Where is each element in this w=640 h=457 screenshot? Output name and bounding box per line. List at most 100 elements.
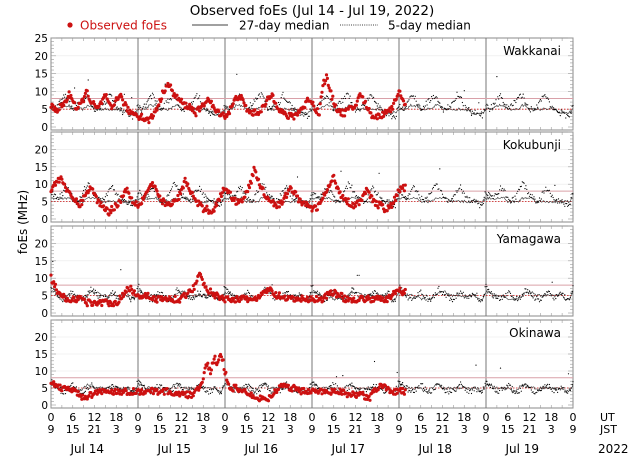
median-5day-point [114, 193, 116, 195]
median-5day-point [157, 291, 159, 293]
median-5day-point [330, 101, 332, 103]
median-5day-point [457, 190, 459, 192]
observed-point [368, 296, 372, 300]
median-5day-point [433, 184, 435, 186]
median-5day-point [198, 97, 200, 99]
median-5day-point [493, 195, 495, 197]
observed-point [97, 104, 101, 108]
observed-point [311, 100, 315, 104]
median-5day-point [317, 103, 319, 105]
median-5day-point [491, 387, 493, 389]
median-5day-point [531, 391, 533, 393]
observed-point [353, 204, 358, 208]
median-5day-point [441, 384, 443, 386]
median-5day-point [354, 196, 357, 198]
median-5day-point [161, 292, 164, 294]
median-5day-point [373, 290, 376, 292]
median-5day-point [432, 94, 434, 97]
median-5day-point [421, 293, 423, 295]
median-5day-point [110, 94, 112, 96]
median-5day-point [85, 187, 87, 189]
median-5day-point [337, 199, 339, 201]
median-5day-point [81, 196, 83, 198]
median-5day-point [241, 187, 243, 189]
median-5day-point [298, 292, 300, 294]
median-5day-point [376, 194, 378, 196]
observed-point [53, 183, 58, 187]
median-5day-point [422, 105, 425, 107]
median-5day-point [415, 390, 417, 392]
median-5day-point [424, 197, 426, 199]
median-5day-point [244, 292, 246, 294]
median-27day-line [50, 103, 574, 115]
median-5day-point [356, 107, 358, 109]
median-5day-point [123, 199, 125, 201]
median-5day-point [516, 296, 518, 298]
observed-point [403, 287, 407, 292]
median-5day-point [408, 99, 410, 101]
median-5day-point [202, 385, 204, 387]
median-5day-point [271, 106, 273, 108]
observed-point [289, 186, 293, 190]
median-5day-point [206, 197, 208, 199]
median-5day-point [394, 118, 396, 120]
median-5day-point [553, 199, 555, 201]
median-5day-point [491, 195, 493, 197]
median-5day-point [141, 387, 144, 389]
median-5day-point [473, 390, 475, 392]
median-5day-point [408, 297, 410, 299]
median-5day-point [543, 192, 545, 194]
median-5day-point [72, 290, 74, 293]
median-5day-point [100, 107, 102, 109]
median-5day-point [409, 296, 411, 298]
median-5day-point [109, 294, 111, 296]
median-5day-point [142, 385, 144, 387]
median-5day-point [321, 99, 323, 101]
observed-point [185, 390, 189, 394]
median-5day-point [423, 297, 425, 299]
median-5day-point [463, 90, 465, 92]
median-5day-point [501, 97, 503, 99]
median-5day-point [329, 190, 331, 192]
x-jst-tick-label: 3 [548, 423, 555, 436]
median-5day-point [529, 387, 532, 389]
observed-point [146, 291, 150, 295]
median-5day-point [538, 298, 540, 300]
median-5day-point [567, 392, 569, 394]
median-5day-point [451, 101, 454, 103]
median-5day-point [490, 195, 492, 197]
observed-point [57, 108, 61, 112]
median-5day-point [426, 104, 428, 106]
median-5day-point [202, 293, 204, 295]
median-5day-point [309, 383, 311, 385]
median-5day-point [122, 200, 125, 202]
median-5day-point [57, 296, 59, 298]
median-5day-point [287, 101, 289, 103]
median-5day-point [456, 91, 458, 93]
median-5day-point [247, 198, 249, 200]
median-5day-point [252, 103, 254, 105]
x-ut-tick-label: 12 [88, 411, 102, 424]
median-5day-point [464, 196, 466, 198]
median-5day-point [279, 102, 281, 104]
median-5day-point [385, 115, 387, 117]
median-5day-point [85, 296, 87, 298]
median-5day-point [273, 104, 275, 106]
median-5day-point [299, 114, 301, 116]
median-5day-point [390, 113, 392, 116]
median-5day-point [507, 385, 509, 387]
observed-point [192, 287, 196, 291]
legend-observed-marker [67, 22, 73, 28]
median-5day-point [292, 195, 294, 197]
median-5day-point [238, 186, 240, 188]
median-5day-point [215, 387, 217, 390]
observed-point [81, 198, 85, 202]
observed-point [130, 196, 134, 200]
median-5day-point [138, 192, 140, 194]
median-5day-point [503, 386, 505, 388]
median-5day-point [546, 384, 548, 386]
median-5day-point [119, 388, 121, 390]
x-jst-tick-label: 3 [461, 423, 468, 436]
median-5day-point [417, 190, 419, 192]
observed-point [264, 102, 268, 106]
